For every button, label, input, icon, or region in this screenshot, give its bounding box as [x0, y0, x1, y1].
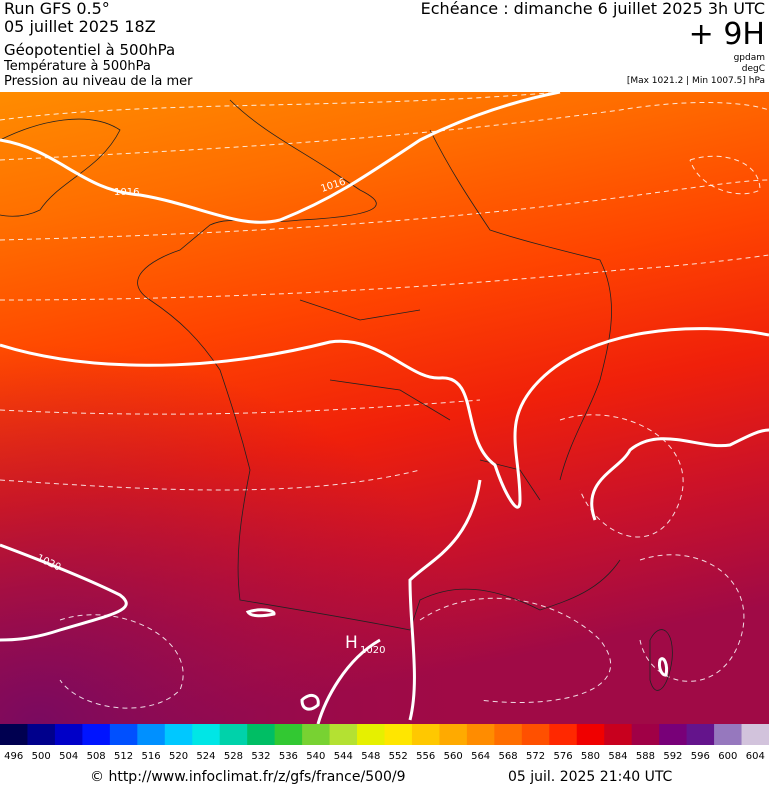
colorbar-label: 584	[608, 751, 627, 762]
colorbar-label: 536	[279, 751, 298, 762]
unit: degC	[742, 64, 765, 74]
colorbar-swatch	[274, 724, 303, 745]
colorbar-swatch	[164, 724, 193, 745]
footer: © http://www.infoclimat.fr/z/gfs/france/…	[90, 769, 673, 785]
colorbar-swatch	[27, 724, 56, 745]
colorbar-label: 560	[444, 751, 463, 762]
valid-time: Echéance : dimanche 6 juillet 2025 3h UT…	[421, 0, 765, 18]
colorbar-label: 556	[416, 751, 435, 762]
header: Run GFS 0.5° 05 juillet 2025 18Z Géopote…	[3, 0, 765, 89]
colorbar-swatch	[521, 724, 550, 745]
colorbar-swatch	[604, 724, 633, 745]
colorbar-swatch	[576, 724, 605, 745]
colorbar-swatch	[219, 724, 248, 745]
colorbar-swatch	[357, 724, 385, 745]
colorbar-label: 504	[59, 751, 78, 762]
field: Pression au niveau de la mer	[4, 74, 193, 89]
source: © http://www.infoclimat.fr/z/gfs/france/…	[90, 769, 406, 785]
colorbar-label: 524	[196, 751, 215, 762]
colorbar-swatch	[192, 724, 221, 745]
colorbar-label: 564	[471, 751, 490, 762]
high-symbol: H	[345, 633, 358, 653]
colorbar-swatch	[0, 724, 28, 745]
colorbar-label: 600	[718, 751, 737, 762]
colorbar-label: 580	[581, 751, 600, 762]
colorbar-swatch	[549, 724, 578, 745]
colorbar-swatch	[714, 724, 743, 745]
colorbar-swatch	[631, 724, 660, 745]
unit: gpdam	[734, 53, 765, 63]
colorbar-label: 528	[224, 751, 243, 762]
field: Température à 500hPa	[3, 59, 151, 74]
colorbar-label: 520	[169, 751, 188, 762]
field: Géopotentiel à 500hPa	[4, 41, 175, 59]
colorbar-label: 596	[691, 751, 710, 762]
colorbar-label: 512	[114, 751, 133, 762]
colorbar-label: 592	[663, 751, 682, 762]
colorbar-swatch	[137, 724, 166, 745]
map: 1016 1016 1020 H 1020	[0, 90, 769, 725]
colorbar-swatch	[494, 724, 523, 745]
colorbar: 496 500 504 508 512 516 520 524 528 532 536 540 544 5…	[0, 724, 769, 762]
run-date: 05 juillet 2025 18Z	[4, 17, 156, 36]
colorbar-label: 508	[87, 751, 106, 762]
colorbar-swatch	[411, 724, 440, 745]
colorbar-label: 544	[334, 751, 353, 762]
temperature-contours	[0, 91, 769, 709]
colorbar-swatch	[686, 724, 715, 745]
colorbar-swatch	[302, 724, 331, 745]
isobars	[0, 90, 769, 725]
field-background	[0, 92, 769, 724]
colorbar-swatch	[329, 724, 358, 745]
colorbar-label: 496	[4, 751, 23, 762]
colorbar-label: 540	[306, 751, 325, 762]
colorbar-swatch	[439, 724, 468, 745]
colorbar-swatch	[659, 724, 688, 745]
pressure-range: [Max 1021.2 | Min 1007.5] hPa	[627, 76, 765, 86]
colorbar-swatch	[109, 724, 138, 745]
colorbar-swatch	[247, 724, 276, 745]
colorbar-label: 588	[636, 751, 655, 762]
colorbar-label: 572	[526, 751, 545, 762]
colorbar-label: 576	[553, 751, 572, 762]
colorbar-label: 552	[389, 751, 408, 762]
colorbar-swatch	[466, 724, 495, 745]
colorbar-label: 548	[361, 751, 380, 762]
colorbar-swatch	[54, 724, 83, 745]
isobar-label: 1016	[114, 187, 139, 198]
colorbar-label: 568	[499, 751, 518, 762]
colorbar-label: 516	[142, 751, 161, 762]
generated: 05 juil. 2025 21:40 UTC	[508, 769, 673, 785]
lead-time: + 9H	[689, 17, 765, 52]
colorbar-swatch	[741, 724, 769, 745]
colorbar-label: 604	[746, 751, 765, 762]
high-value: 1020	[360, 645, 385, 656]
coastlines	[0, 99, 673, 691]
colorbar-swatch	[384, 724, 413, 745]
colorbar-label: 500	[32, 751, 51, 762]
run: Run GFS 0.5°	[4, 0, 110, 18]
colorbar-label: 532	[251, 751, 270, 762]
colorbar-swatch	[82, 724, 111, 745]
